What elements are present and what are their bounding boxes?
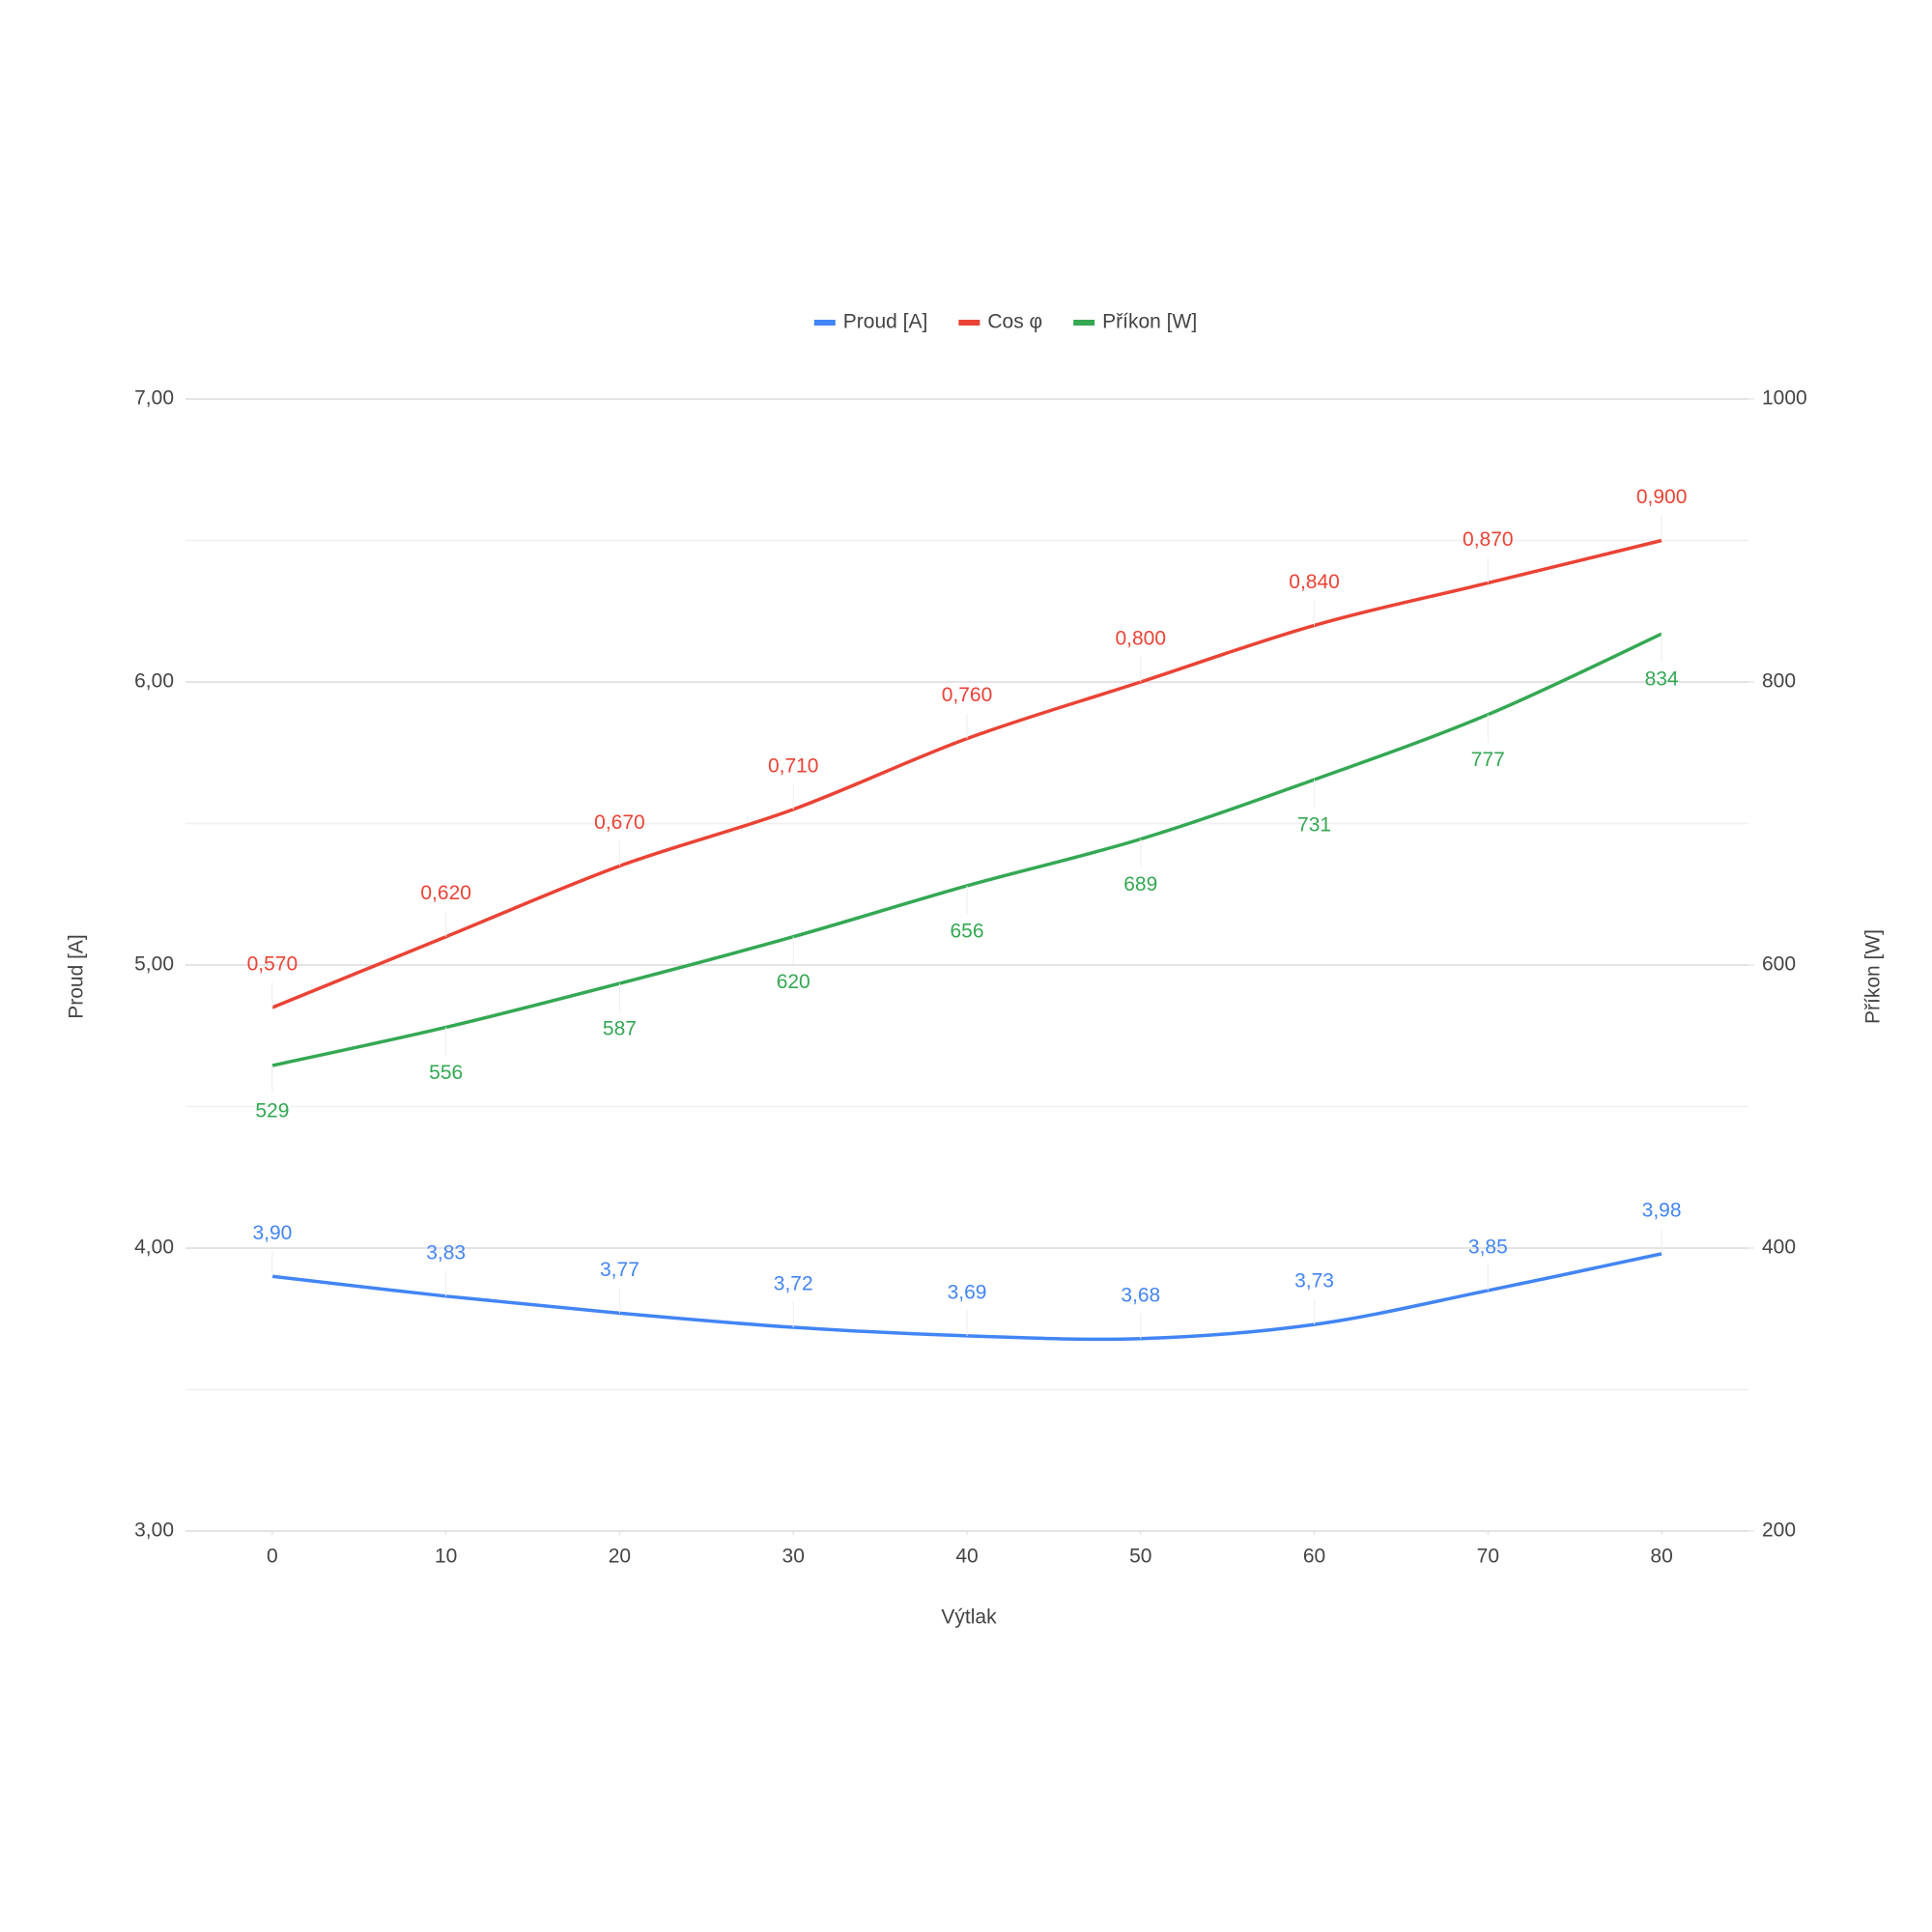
series-line: [271, 632, 1662, 1067]
y2-tick-label: 1000: [1762, 387, 1807, 410]
y-tick-label: 3,00: [134, 1520, 174, 1542]
y-tick-label: 5,00: [134, 953, 174, 976]
y2-tick-label: 400: [1762, 1236, 1796, 1259]
x-tick-label: 80: [1650, 1546, 1672, 1568]
data-label: 0,900: [1636, 486, 1688, 508]
y-tick-label: 6,00: [134, 670, 174, 693]
data-label: 0,570: [247, 952, 298, 975]
data-label: 0,870: [1463, 528, 1514, 551]
data-label: 3,69: [948, 1281, 987, 1303]
x-tick-label: 20: [609, 1546, 631, 1568]
data-label: 0,760: [942, 684, 993, 706]
data-label: 529: [255, 1100, 289, 1122]
legend-label: Proud [A]: [843, 311, 928, 333]
y-axis-label: Proud [A]: [66, 934, 88, 1019]
data-label: 3,73: [1294, 1270, 1334, 1293]
data-label: 3,85: [1468, 1236, 1508, 1258]
y2-axis-label: Příkon [W]: [1862, 929, 1885, 1024]
y2-tick-label: 200: [1762, 1520, 1796, 1542]
y-tick-label: 7,00: [134, 387, 174, 410]
data-label: 0,620: [420, 882, 471, 904]
legend-item: Cos φ: [958, 311, 1042, 333]
data-label: 3,90: [252, 1222, 292, 1244]
legend-item: Proud [A]: [813, 311, 928, 333]
data-label: 587: [603, 1018, 637, 1040]
y2-tick-label: 600: [1762, 953, 1796, 976]
x-axis-label: Výtlak: [941, 1606, 997, 1629]
data-label: 689: [1123, 873, 1157, 895]
legend-label: Příkon [W]: [1102, 311, 1197, 333]
data-label: 0,840: [1289, 571, 1340, 593]
x-tick-label: 40: [955, 1546, 978, 1568]
data-label: 3,72: [774, 1273, 813, 1295]
data-label: 3,83: [426, 1241, 466, 1264]
data-label: 656: [950, 921, 983, 943]
x-tick-label: 0: [267, 1546, 278, 1568]
data-label: 731: [1297, 814, 1331, 837]
data-label: 777: [1471, 749, 1505, 771]
data-label: 3,98: [1642, 1199, 1682, 1221]
legend-label: Cos φ: [987, 311, 1042, 333]
x-tick-label: 30: [782, 1546, 805, 1568]
legend-item: Příkon [W]: [1073, 311, 1197, 333]
data-label: 556: [429, 1062, 463, 1084]
data-label: 0,800: [1115, 628, 1166, 650]
x-tick-label: 10: [435, 1546, 457, 1568]
x-tick-label: 50: [1129, 1546, 1151, 1568]
data-label: 0,710: [768, 754, 819, 777]
data-label: 3,68: [1121, 1284, 1160, 1306]
x-tick-label: 70: [1477, 1546, 1499, 1568]
data-label: 0,670: [594, 811, 645, 834]
data-label: 834: [1645, 668, 1679, 691]
data-label: 620: [777, 971, 810, 993]
x-tick-label: 60: [1303, 1546, 1325, 1568]
y-tick-label: 4,00: [134, 1236, 174, 1259]
y2-tick-label: 800: [1762, 670, 1796, 693]
data-label: 3,77: [600, 1259, 639, 1281]
